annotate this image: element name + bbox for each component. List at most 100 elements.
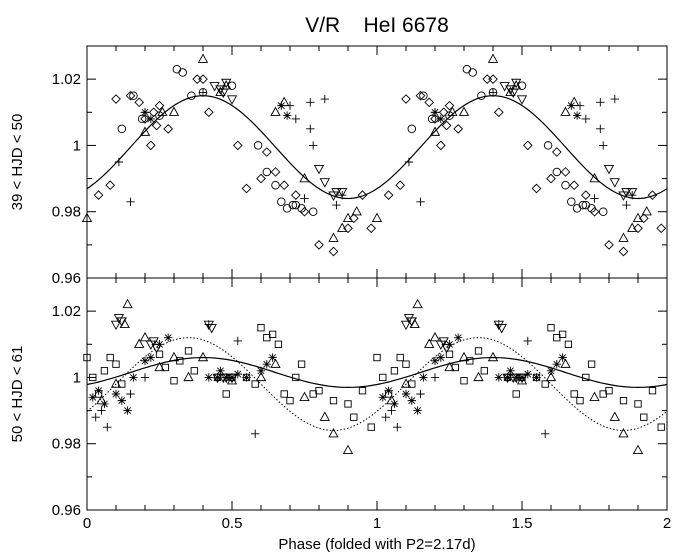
plus-point xyxy=(596,98,605,107)
circle-point xyxy=(572,204,582,213)
plot-frame xyxy=(86,45,668,279)
square-point xyxy=(570,390,578,398)
square-point xyxy=(280,390,288,398)
triangle-down-point xyxy=(403,314,415,324)
diamond-point xyxy=(560,167,571,177)
plus-point xyxy=(416,389,425,399)
diamond-point xyxy=(140,114,150,124)
diamond-point xyxy=(453,124,464,134)
square-point xyxy=(564,340,573,348)
asterisk-point xyxy=(282,111,292,120)
square-point xyxy=(547,324,555,332)
asterisk-point xyxy=(216,366,225,375)
y-tick-label: 0.98 xyxy=(52,204,81,221)
diamond-point xyxy=(415,90,426,101)
circle-point xyxy=(517,81,527,91)
triangle-up-point xyxy=(371,212,383,222)
plus-point xyxy=(590,194,599,203)
asterisk-point xyxy=(430,356,440,366)
plus-point xyxy=(381,413,390,422)
diamond-point xyxy=(441,120,452,131)
circle-point xyxy=(567,197,576,207)
square-point xyxy=(358,387,367,395)
diamond-point xyxy=(241,183,252,194)
triangle-up-point xyxy=(412,298,423,309)
asterisk-series xyxy=(140,101,582,124)
plus-point xyxy=(581,114,590,124)
plus-point xyxy=(204,320,213,329)
diamond-point xyxy=(232,140,243,151)
diamond-point xyxy=(401,94,411,104)
circle-point xyxy=(468,68,477,77)
square-point xyxy=(512,390,520,398)
triangle-down-point xyxy=(226,95,238,105)
triangle-up-point xyxy=(400,378,412,388)
asterisk-point xyxy=(262,359,271,369)
diamond-point xyxy=(580,190,591,200)
triangle-down-point xyxy=(319,178,330,188)
triangle-up-point xyxy=(319,411,330,421)
plus-point xyxy=(599,141,608,150)
plus-point xyxy=(306,124,315,134)
triangle-down-point xyxy=(110,320,122,331)
circle-point xyxy=(578,200,588,210)
asterisk-point xyxy=(88,393,97,402)
diamond-point xyxy=(618,246,629,257)
diamond-point xyxy=(366,223,377,234)
diamond-point xyxy=(198,74,208,84)
triangle-up-point xyxy=(328,428,339,438)
asterisk-point xyxy=(222,373,231,382)
triangle-down-point xyxy=(627,188,638,198)
square-point xyxy=(222,390,230,398)
triangle-up-point xyxy=(589,172,600,183)
triangle-down-series xyxy=(110,314,528,384)
square-point xyxy=(83,353,91,362)
square-point xyxy=(390,367,399,375)
triangle-up-point xyxy=(487,351,499,362)
diamond-point xyxy=(299,206,310,217)
y-tick-label: 0.96 xyxy=(52,270,81,287)
diamond-point xyxy=(111,94,121,104)
square-point xyxy=(100,367,109,375)
triangle-up-point xyxy=(458,351,470,362)
triangle-up-point xyxy=(168,351,180,362)
triangle-down-point xyxy=(113,314,125,324)
y-tick-label: 1 xyxy=(73,369,81,386)
diamond-point xyxy=(493,107,504,118)
circle-point xyxy=(308,207,318,216)
asterisk-point xyxy=(378,393,387,402)
circle-point xyxy=(129,91,138,100)
diamond-point xyxy=(633,223,643,234)
diamond-point xyxy=(314,240,324,250)
asterisk-point xyxy=(532,373,541,382)
plus-point xyxy=(610,94,619,104)
triangle-up-point xyxy=(342,444,354,454)
diamond-point xyxy=(482,74,493,84)
y-tick-label: 1 xyxy=(73,137,81,154)
square-point xyxy=(344,400,352,408)
triangle-up-point xyxy=(110,378,122,388)
plus-point xyxy=(291,114,300,124)
asterisk-point xyxy=(100,399,109,409)
plus-point xyxy=(114,157,124,167)
triangle-down-point xyxy=(331,188,342,198)
diamond-point xyxy=(145,140,156,151)
plus-point xyxy=(97,406,106,415)
triangle-up-point xyxy=(215,86,226,97)
triangle-up-point xyxy=(429,331,441,342)
triangle-up-point xyxy=(609,411,620,421)
asterisk-point xyxy=(213,373,222,382)
diamond-point xyxy=(656,223,667,234)
triangle-up-point xyxy=(641,205,652,216)
plus-point xyxy=(126,197,135,206)
triangle-up-point xyxy=(139,331,151,342)
asterisk-point xyxy=(572,111,582,120)
diamond-point xyxy=(125,90,136,101)
asterisk-point xyxy=(517,373,527,382)
triangle-up-point xyxy=(505,86,516,97)
triangle-down-point xyxy=(603,164,615,175)
plus-series xyxy=(91,320,550,438)
square-point xyxy=(587,360,596,368)
x-tick-label: 0 xyxy=(83,515,91,532)
triangle-up-point xyxy=(560,358,571,368)
